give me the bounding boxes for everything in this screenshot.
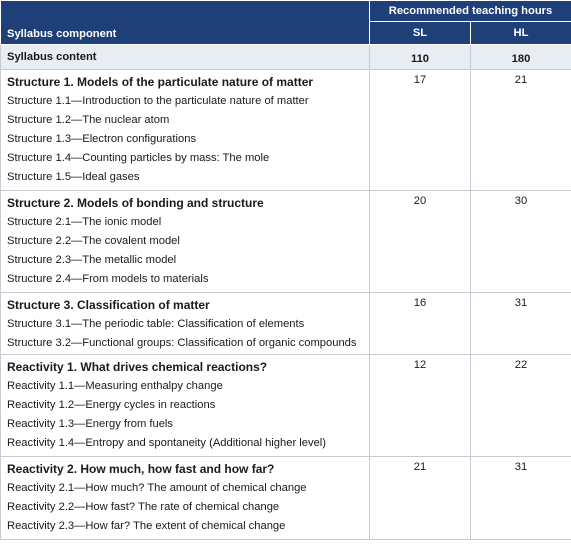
group-title: Structure 3. Classification of matter (7, 298, 210, 312)
topic-item: Structure 2.3—The metallic model (7, 254, 177, 266)
group-cell: Structure 3. Classification of matter St… (0, 292, 370, 355)
syllabus-table: Syllabus component Recommended teaching … (0, 0, 571, 540)
group-title: Reactivity 2. How much, how fast and how… (7, 461, 275, 476)
topic-item: Structure 1.1—Introduction to the partic… (7, 95, 309, 107)
topic-item: Reactivity 1.1—Measuring enthalpy change (7, 379, 223, 392)
topic-item: Structure 1.5—Ideal gases (7, 171, 140, 183)
topic-item: Reactivity 2.3—How far? The extent of ch… (7, 519, 286, 532)
group-cell: Structure 2. Models of bonding and struc… (0, 190, 370, 293)
group-sl-hours: 16 (369, 292, 471, 355)
group-sl-hours: 17 (369, 69, 471, 191)
group-row-reactivity-1: Reactivity 1. What drives chemical react… (0, 353, 571, 457)
group-cell: Reactivity 2. How much, how fast and how… (0, 455, 370, 540)
group-hl-hours: 21 (470, 69, 571, 191)
topic-item: Structure 1.3—Electron configurations (7, 133, 197, 145)
group-row-structure-3: Structure 3. Classification of matter St… (0, 292, 571, 355)
header-row-top: Syllabus component Recommended teaching … (0, 0, 571, 45)
header-hl: HL (470, 21, 571, 45)
topic-item: Structure 1.4—Counting particles by mass… (7, 152, 270, 164)
topic-item: Structure 1.2—The nuclear atom (7, 114, 170, 126)
topic-item: Reactivity 1.4—Entropy and spontaneity (… (7, 436, 327, 449)
summary-sl: 110 (369, 44, 471, 70)
group-title: Structure 2. Models of bonding and struc… (7, 196, 264, 210)
group-sl-hours: 12 (369, 353, 471, 457)
topic-item: Reactivity 1.2—Energy cycles in reaction… (7, 398, 216, 411)
summary-hl: 180 (470, 44, 571, 70)
group-cell: Structure 1. Models of the particulate n… (0, 69, 370, 191)
topic-item: Structure 2.4—From models to materials (7, 273, 209, 285)
header-sl: SL (369, 21, 471, 45)
topic-item: Structure 2.1—The ionic model (7, 216, 162, 228)
group-sl-hours: 21 (369, 455, 471, 540)
group-cell: Reactivity 1. What drives chemical react… (0, 353, 370, 457)
group-sl-hours: 20 (369, 190, 471, 293)
header-recommended-hours: Recommended teaching hours (369, 0, 571, 22)
topic-item: Reactivity 2.1—How much? The amount of c… (7, 481, 307, 494)
group-row-reactivity-2: Reactivity 2. How much, how fast and how… (0, 455, 571, 540)
topic-item: Structure 3.2—Functional groups: Classif… (7, 337, 357, 349)
group-hl-hours: 22 (470, 353, 571, 457)
group-hl-hours: 31 (470, 292, 571, 355)
topic-item: Reactivity 2.2—How fast? The rate of che… (7, 500, 280, 513)
group-row-structure-2: Structure 2. Models of bonding and struc… (0, 190, 571, 293)
group-title: Reactivity 1. What drives chemical react… (7, 359, 268, 374)
group-hl-hours: 31 (470, 455, 571, 540)
topic-item: Structure 3.1—The periodic table: Classi… (7, 318, 305, 330)
group-row-structure-1: Structure 1. Models of the particulate n… (0, 69, 571, 191)
topic-item: Structure 2.2—The covalent model (7, 235, 180, 247)
summary-label: Syllabus content (0, 44, 370, 70)
summary-row: Syllabus content 110 180 (0, 44, 571, 70)
group-title: Structure 1. Models of the particulate n… (7, 75, 314, 89)
group-hl-hours: 30 (470, 190, 571, 293)
header-component: Syllabus component (0, 0, 370, 45)
topic-item: Reactivity 1.3—Energy from fuels (7, 417, 174, 430)
